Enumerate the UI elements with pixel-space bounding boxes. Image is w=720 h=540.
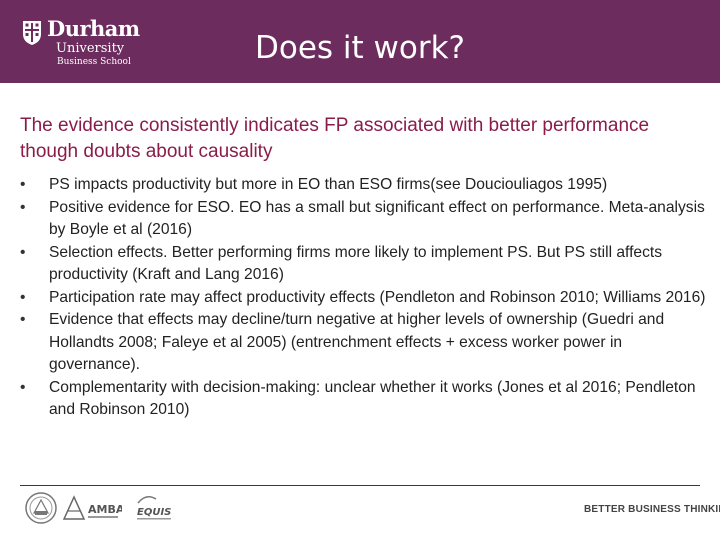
equis-logo-icon: EQUIS (137, 496, 171, 520)
bullet-item: Participation rate may affect productivi… (20, 287, 710, 310)
header-bar: Durham University Business School Does i… (0, 0, 720, 83)
logo-business-school: Business School (57, 57, 131, 67)
amba-text: AMBA (88, 503, 122, 516)
footer-tagline: BETTER BUSINESS THINKING (584, 504, 720, 515)
bullet-item: Evidence that effects may decline/turn n… (20, 309, 710, 377)
slide-subtitle: The evidence consistently indicates FP a… (20, 115, 650, 162)
logo-wordmark: Durham (47, 16, 140, 41)
logo-university: University (56, 41, 125, 56)
bullet-item: PS impacts productivity but more in EO t… (20, 174, 710, 197)
durham-shield-icon (23, 21, 41, 45)
durham-logo[interactable]: Durham University Business School (22, 14, 152, 69)
footer-divider (20, 485, 700, 486)
bullet-item: Complementarity with decision-making: un… (20, 377, 710, 422)
amba-logo-icon: AMBA (62, 495, 122, 520)
bullet-item: Positive evidence for ESO. EO has a smal… (20, 197, 710, 242)
equis-text: EQUIS (137, 507, 171, 518)
slide-title: Does it work? (254, 30, 465, 66)
aacsb-logo-icon (25, 492, 57, 524)
bullet-item: Selection effects. Better performing fir… (20, 242, 710, 287)
bullet-list: PS impacts productivity but more in EO t… (20, 174, 710, 422)
